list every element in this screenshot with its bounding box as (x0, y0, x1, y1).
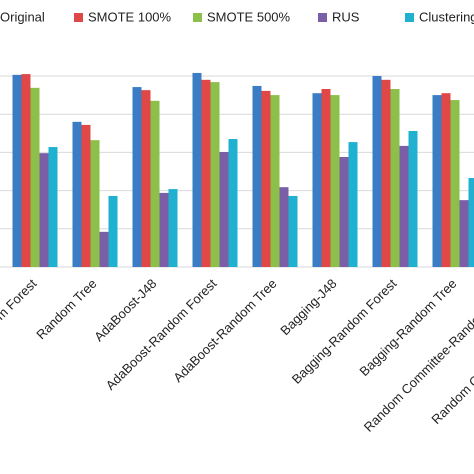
bar (219, 152, 229, 267)
x-tick-label: AdaBoost-Random Tree (170, 276, 279, 385)
bar (108, 195, 118, 267)
bar (348, 142, 358, 267)
bar (99, 231, 109, 267)
x-tick-label: AdaBoost-J48 (91, 276, 159, 344)
x-tick-label: AdaBoost-Random Forest (103, 276, 220, 393)
bar (450, 100, 460, 267)
bar (432, 95, 442, 267)
bar (39, 153, 49, 267)
bar (468, 177, 474, 267)
legend-label: Original (0, 9, 45, 24)
bar (381, 79, 391, 267)
bar (399, 145, 409, 267)
bar (339, 156, 349, 267)
bar (210, 82, 220, 267)
bar (441, 93, 451, 267)
x-tick-label: Random Tree (33, 276, 99, 342)
x-tick-label: Bagging-J48 (277, 276, 339, 338)
bar (141, 90, 151, 267)
bar (132, 87, 142, 267)
bar (270, 95, 280, 267)
bar (168, 189, 178, 267)
legend-swatch (193, 13, 202, 22)
bar (279, 187, 289, 267)
bar (372, 76, 382, 267)
legend-label: RUS (332, 9, 360, 24)
bar (21, 74, 31, 267)
bar (261, 90, 271, 267)
bar (252, 85, 262, 267)
bar (81, 124, 91, 268)
x-tick-label: Random Forest (0, 276, 40, 350)
bar (150, 100, 160, 267)
bar (30, 87, 40, 267)
bar (201, 79, 211, 267)
legend-label: SMOTE 500% (207, 9, 291, 24)
legend-label: SMOTE 100% (88, 9, 172, 24)
legend-swatch (405, 13, 414, 22)
bar (228, 139, 238, 267)
bar (330, 95, 340, 267)
legend-swatch (318, 13, 327, 22)
bar (192, 72, 202, 267)
bar (288, 195, 298, 267)
bar (48, 147, 58, 267)
legend-label: Clustering-RUS (419, 9, 474, 24)
bar (312, 93, 322, 267)
legend-swatch (74, 13, 83, 22)
bar (459, 200, 469, 267)
bar (12, 74, 22, 267)
bar (390, 88, 400, 267)
x-tick-label: Bagging-Random Forest (289, 276, 400, 387)
bar (159, 192, 169, 267)
bar (72, 121, 82, 267)
bar (90, 140, 100, 267)
bar (321, 88, 331, 267)
x-tick-label: Bagging-Random Tree (356, 276, 459, 379)
bar (408, 131, 418, 267)
